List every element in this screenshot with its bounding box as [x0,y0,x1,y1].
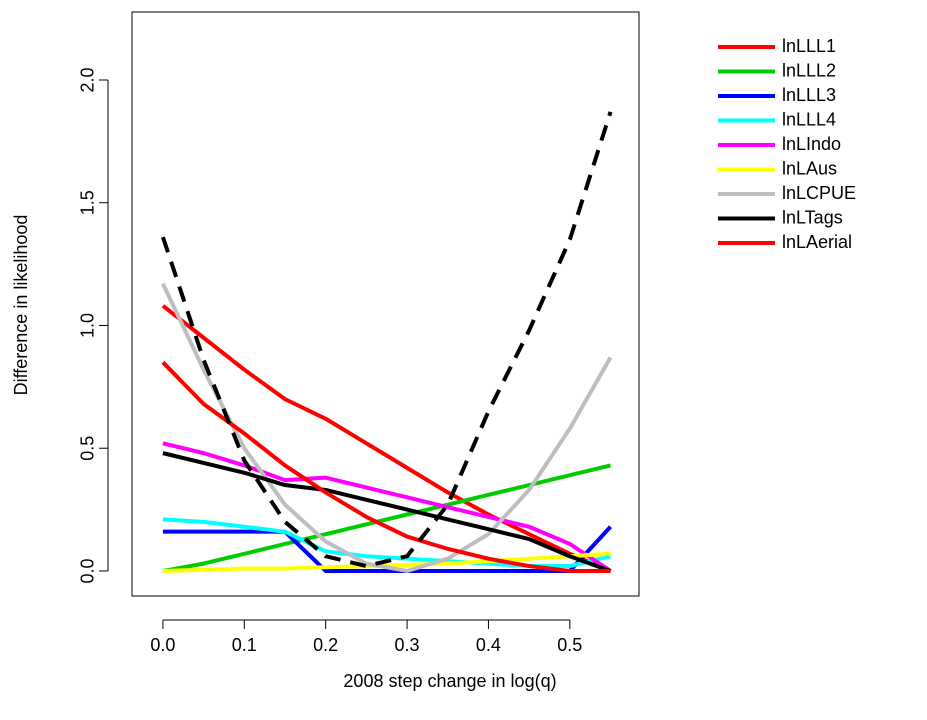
legend-label: lnLAus [782,158,837,178]
x-tick-label: 0.1 [232,635,257,655]
series-line [162,463,611,573]
x-tick-label: 0.0 [150,635,175,655]
series-line [162,525,612,573]
legend-label: lnLTags [782,207,843,227]
plot-frame [131,11,640,597]
legend-label: lnLAerial [782,232,852,252]
x-axis-title: 2008 step change in log(q) [343,671,556,691]
y-axis-title: Difference in likelihood [11,215,31,396]
x-tick-label: 0.3 [395,635,420,655]
y-tick-label: 2.0 [78,67,98,92]
y-tick-label: 0.5 [78,436,98,461]
series-line [161,282,613,573]
x-tick-label: 0.4 [476,635,501,655]
y-tick-label: 0.0 [78,558,98,583]
legend-label: lnLLL3 [782,85,836,105]
x-tick-label: 0.2 [313,635,338,655]
legend-label: lnLLL1 [782,36,836,56]
series-line [162,451,612,573]
x-tick-label: 0.5 [557,635,582,655]
y-tick-label: 1.0 [78,313,98,338]
y-tick-label: 1.5 [78,190,98,215]
legend-label: lnLIndo [782,134,841,154]
series-line [161,111,613,569]
series-line [161,304,612,573]
legend-label: lnLLL2 [782,60,836,80]
legend-label: lnLCPUE [782,183,856,203]
series-line [161,360,611,573]
legend-label: lnLLL4 [782,109,836,129]
series-line [162,441,612,573]
